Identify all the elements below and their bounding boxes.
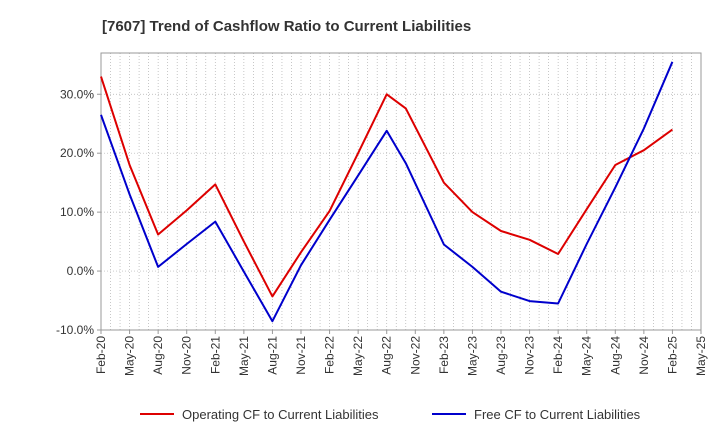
x-tick-label: May-22: [351, 336, 365, 376]
x-tick-label: Nov-21: [294, 336, 308, 375]
x-tick-label: May-24: [580, 336, 594, 376]
x-tick-label: May-23: [465, 336, 479, 376]
chart-title: [7607] Trend of Cashflow Ratio to Curren…: [102, 18, 471, 35]
x-tick-label: Feb-22: [323, 336, 337, 374]
x-tick-label: Feb-25: [665, 336, 679, 374]
y-tick-label: 30.0%: [60, 87, 94, 101]
x-tick-label: Feb-23: [437, 336, 451, 374]
x-tick-label: Aug-24: [608, 336, 622, 375]
x-axis-ticks: Feb-20 May-20 Aug-20 Nov-20 Feb-21 May-21 Aug-…: [94, 330, 708, 376]
x-tick-label: Aug-20: [151, 336, 165, 375]
y-tick-label: 20.0%: [60, 146, 94, 160]
x-tick-label: May-25: [694, 336, 708, 376]
x-tick-label: Aug-21: [265, 336, 279, 375]
y-tick-label: 0.0%: [67, 264, 95, 278]
x-tick-label: Nov-24: [637, 336, 651, 375]
x-tick-label: Aug-23: [494, 336, 508, 375]
x-tick-label: May-21: [237, 336, 251, 376]
x-tick-label: Nov-22: [408, 336, 422, 375]
series-line-free-cf: [100, 61, 674, 323]
x-tick-label: Nov-23: [523, 336, 537, 375]
legend-label-free-cf: Free CF to Current Liabilities: [474, 407, 641, 422]
legend: Operating CF to Current Liabilities Free…: [140, 407, 641, 422]
grid: [100, 53, 702, 331]
series-line-operating-cf: [100, 76, 673, 298]
x-tick-label: Feb-21: [208, 336, 222, 374]
y-tick-label: 10.0%: [60, 205, 94, 219]
x-tick-label: Nov-20: [180, 336, 194, 375]
y-axis-ticks: -10.0% 0.0% 10.0% 20.0% 30.0%: [56, 87, 101, 337]
y-tick-label: -10.0%: [56, 323, 94, 337]
series-lines: [100, 61, 674, 323]
plot-area: [100, 52, 702, 331]
x-tick-label: Aug-22: [380, 336, 394, 375]
legend-label-operating-cf: Operating CF to Current Liabilities: [182, 407, 379, 422]
x-tick-label: May-20: [123, 336, 137, 376]
x-tick-label: Feb-20: [94, 336, 108, 374]
x-tick-label: Feb-24: [551, 336, 565, 374]
